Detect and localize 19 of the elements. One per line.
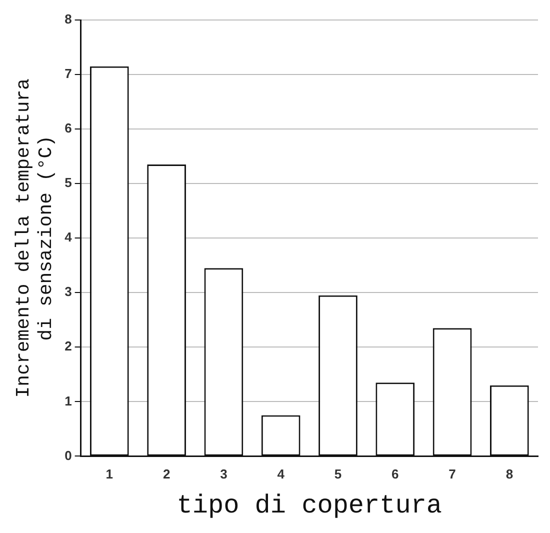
x-tick-label: 1 bbox=[106, 466, 114, 482]
x-tick-label: 3 bbox=[220, 466, 228, 482]
x-tick-label: 2 bbox=[162, 466, 170, 482]
x-tick-label: 6 bbox=[392, 466, 399, 482]
y-tick-label: 0 bbox=[64, 448, 72, 463]
x-tick-label: 4 bbox=[277, 466, 286, 482]
y-tick-label: 5 bbox=[64, 175, 72, 190]
x-tick-label: 8 bbox=[506, 466, 514, 482]
y-tick-label: 8 bbox=[64, 12, 72, 27]
y-tick-label: 1 bbox=[64, 393, 72, 408]
y-tick-label: 7 bbox=[64, 66, 72, 82]
y-tick-label: 3 bbox=[64, 284, 72, 300]
y-tick-label: 2 bbox=[64, 338, 72, 354]
y-tick-label: 4 bbox=[64, 230, 73, 245]
x-tick-label: 5 bbox=[334, 466, 342, 482]
x-axis-title: tipo di copertura bbox=[176, 490, 442, 520]
x-tick-label: 7 bbox=[448, 466, 456, 482]
y-tick-label: 6 bbox=[64, 120, 72, 136]
y-axis-title: Incremento della temperatura di sensazione (°C) bbox=[12, 78, 58, 398]
